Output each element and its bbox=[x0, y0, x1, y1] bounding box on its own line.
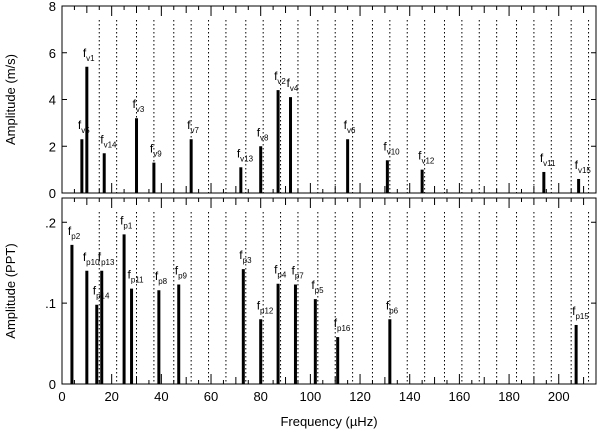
peak-label: fp16 bbox=[334, 316, 351, 333]
peak-label: fp1 bbox=[120, 213, 133, 230]
x-tick-label: 20 bbox=[104, 389, 118, 404]
x-tick-label: 60 bbox=[204, 389, 218, 404]
x-tick-label: 180 bbox=[498, 389, 520, 404]
peak-label: fp12 bbox=[257, 298, 274, 315]
x-tick-label: 200 bbox=[548, 389, 570, 404]
peak-label: fp14 bbox=[93, 284, 110, 301]
peak-label: fv7 bbox=[187, 118, 199, 135]
bottom-dotted-lines bbox=[98, 212, 590, 384]
x-tick-label: 100 bbox=[300, 389, 322, 404]
peak-label: fp11 bbox=[128, 268, 145, 285]
y-tick-label: 4 bbox=[49, 93, 56, 108]
top-plot-frame bbox=[61, 5, 597, 194]
x-tick-label: 80 bbox=[253, 389, 267, 404]
peak-label: fv12 bbox=[418, 149, 435, 166]
peak-label: fv10 bbox=[383, 139, 400, 156]
x-tick-label: 120 bbox=[349, 389, 371, 404]
peak-label: fv9 bbox=[150, 142, 162, 159]
top-y-axis-label: Amplitude (m/s) bbox=[3, 54, 18, 145]
peak-label: fv13 bbox=[237, 146, 254, 163]
peak-label: fp13 bbox=[98, 250, 115, 267]
top-peak-bars bbox=[80, 66, 581, 193]
bottom-peak-bars bbox=[70, 234, 578, 384]
peak-label: fv6 bbox=[344, 118, 356, 135]
y-tick-label: .2 bbox=[45, 215, 56, 230]
x-axis-label: Frequency (µHz) bbox=[280, 414, 377, 429]
peak-label: fp15 bbox=[572, 304, 589, 321]
x-tick-label: 40 bbox=[154, 389, 168, 404]
peak-label: fp4 bbox=[274, 263, 287, 280]
peak-label: fp6 bbox=[386, 298, 399, 315]
top-dotted-lines bbox=[98, 20, 590, 193]
peak-label: fv2 bbox=[274, 69, 286, 86]
bottom-y-axis-label: Amplitude (PPT) bbox=[3, 243, 18, 338]
peak-label: fv1 bbox=[83, 46, 95, 63]
peak-label: fp9 bbox=[175, 264, 188, 281]
y-tick-label: 8 bbox=[49, 0, 56, 14]
peak-label: fv15 bbox=[575, 158, 592, 175]
y-tick-label: .1 bbox=[45, 296, 56, 311]
top-axis-ticks: 0 2 4 6 8 bbox=[49, 0, 597, 201]
peak-label: fp5 bbox=[311, 278, 324, 295]
peak-label: fp3 bbox=[239, 248, 252, 265]
peak-label: fp2 bbox=[68, 224, 81, 241]
bottom-plot-frame bbox=[61, 197, 597, 385]
peak-label: fv11 bbox=[540, 151, 556, 168]
peak-label: fv5 bbox=[78, 118, 90, 135]
y-tick-label: 2 bbox=[49, 139, 56, 154]
peak-label: fp7 bbox=[291, 264, 304, 281]
x-tick-label: 140 bbox=[399, 389, 421, 404]
x-tick-label: 0 bbox=[58, 389, 65, 404]
peak-label: fp8 bbox=[155, 269, 168, 286]
bottom-axis-ticks: 0 .1 .2 0 20 40 60 80 100 120 140 160 180 200 bbox=[45, 198, 597, 404]
peak-label: fp10 bbox=[83, 250, 100, 267]
peak-label: fv3 bbox=[133, 97, 145, 114]
peak-label: fv8 bbox=[257, 125, 269, 142]
x-tick-label: 160 bbox=[449, 389, 471, 404]
y-tick-label: 0 bbox=[49, 377, 56, 392]
y-tick-label: 0 bbox=[49, 186, 56, 201]
peak-label: fv4 bbox=[287, 76, 299, 93]
peak-label: fv14 bbox=[100, 132, 117, 149]
y-tick-label: 6 bbox=[49, 46, 56, 61]
